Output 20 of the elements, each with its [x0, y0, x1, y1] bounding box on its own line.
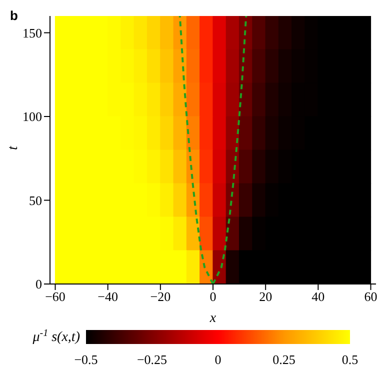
- color-bar-label: −0.25: [136, 352, 168, 367]
- x-tick-label: 20: [259, 289, 272, 304]
- y-tick-label: 50: [29, 192, 42, 208]
- y-axis-title: t: [6, 145, 21, 150]
- color-bar-label: 0: [214, 352, 222, 367]
- color-bar-label: 0.25: [272, 352, 296, 367]
- x-tick-label: −40: [98, 289, 118, 304]
- x-tick-label: 60: [364, 289, 378, 304]
- color-bar-label: −0.5: [74, 352, 98, 367]
- x-tick-label: 0: [210, 289, 216, 304]
- color-bar-label: 0.5: [342, 352, 358, 367]
- y-tick-label: 100: [22, 109, 42, 124]
- x-tick-label: 40: [312, 289, 325, 304]
- y-tick-label: 0: [36, 276, 42, 292]
- x-axis-title: x: [208, 311, 217, 326]
- y-tick-label: 150: [22, 25, 42, 40]
- color-bar-title: μ$^{-1}$ s(x,t): [32, 328, 80, 345]
- x-tick-label: −20: [150, 289, 171, 304]
- x-tick-label: −60: [45, 289, 66, 304]
- chart-title: b: [10, 8, 18, 23]
